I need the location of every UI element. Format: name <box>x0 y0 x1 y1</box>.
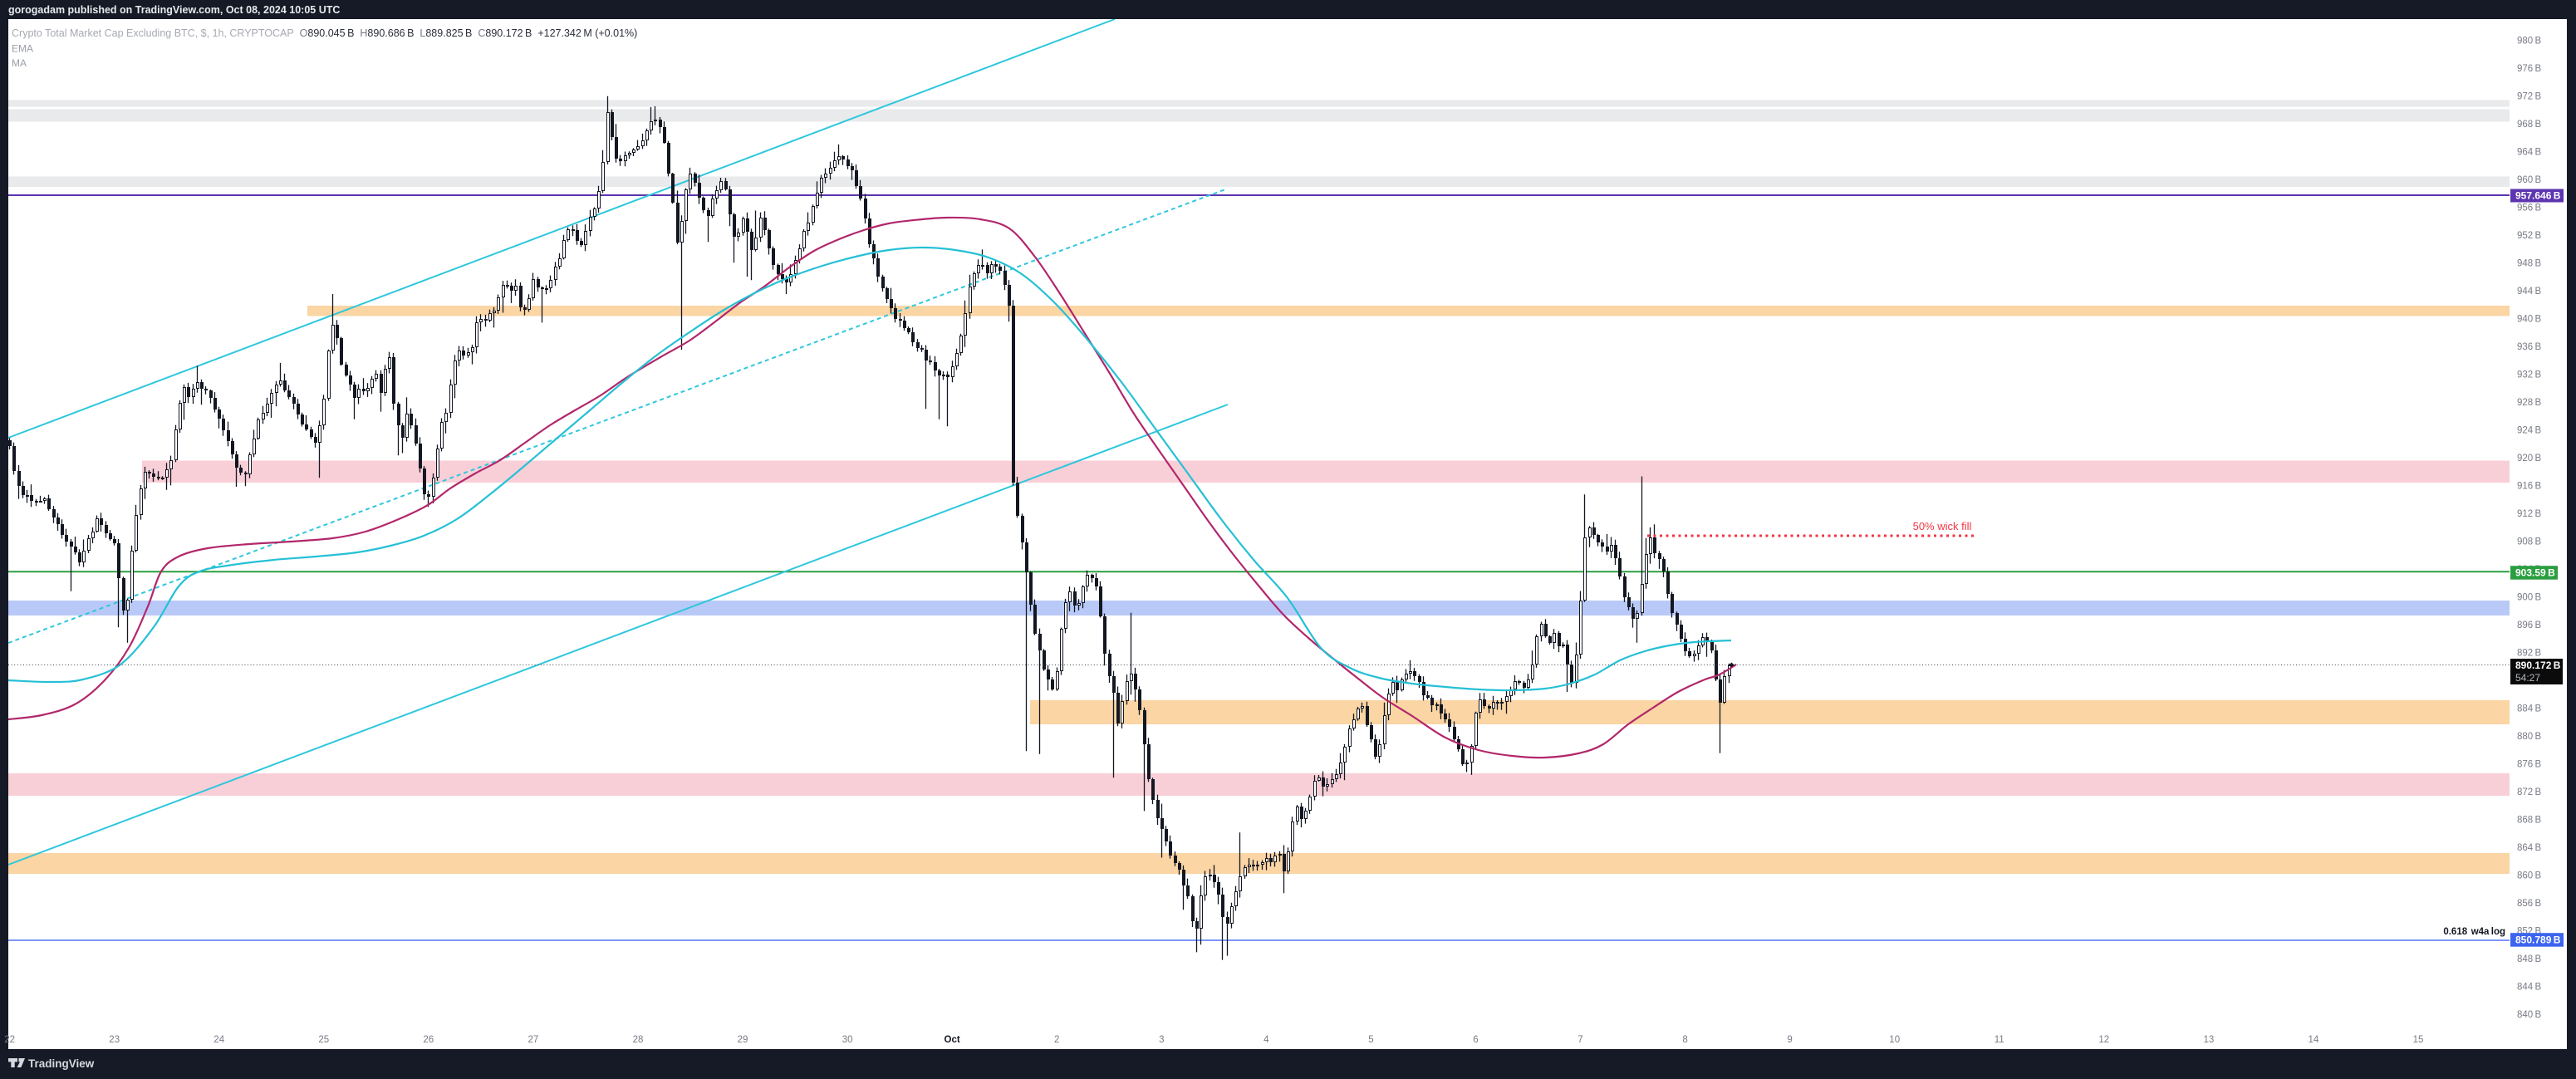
svg-text:14: 14 <box>2309 1035 2319 1045</box>
svg-text:940 B: 940 B <box>2517 314 2541 324</box>
svg-text:920 B: 920 B <box>2517 454 2541 463</box>
svg-text:892 B: 892 B <box>2517 648 2541 658</box>
svg-text:Oct: Oct <box>945 1035 960 1045</box>
svg-text:9: 9 <box>1787 1035 1792 1045</box>
svg-text:3: 3 <box>1159 1035 1164 1045</box>
svg-text:10: 10 <box>1889 1035 1900 1045</box>
svg-text:840 B: 840 B <box>2517 1010 2541 1020</box>
svg-text:22: 22 <box>4 1035 15 1045</box>
svg-text:5: 5 <box>1368 1035 1373 1045</box>
svg-text:900 B: 900 B <box>2517 592 2541 602</box>
svg-text:968 B: 968 B <box>2517 120 2541 130</box>
svg-text:28: 28 <box>633 1035 644 1045</box>
svg-text:26: 26 <box>423 1035 434 1045</box>
svg-text:960 B: 960 B <box>2517 175 2541 185</box>
svg-text:EMA: EMA <box>12 43 33 55</box>
svg-text:980 B: 980 B <box>2517 36 2541 46</box>
svg-text:864 B: 864 B <box>2517 843 2541 853</box>
svg-text:936 B: 936 B <box>2517 342 2541 352</box>
svg-text:903.59 B: 903.59 B <box>2515 567 2555 579</box>
svg-text:29: 29 <box>738 1035 748 1045</box>
svg-text:924 B: 924 B <box>2517 425 2541 435</box>
svg-text:844 B: 844 B <box>2517 982 2541 992</box>
svg-text:54:27: 54:27 <box>2515 672 2540 684</box>
svg-text:7: 7 <box>1577 1035 1582 1045</box>
svg-text:956 B: 956 B <box>2517 203 2541 213</box>
svg-text:957.646 B: 957.646 B <box>2515 190 2561 202</box>
svg-text:912 B: 912 B <box>2517 509 2541 519</box>
svg-text:0.618 w4a log: 0.618 w4a log <box>2443 927 2505 937</box>
svg-text:948 B: 948 B <box>2517 258 2541 268</box>
svg-text:876 B: 876 B <box>2517 759 2541 769</box>
svg-text:872 B: 872 B <box>2517 787 2541 797</box>
svg-text:860 B: 860 B <box>2517 871 2541 880</box>
svg-text:23: 23 <box>109 1035 120 1045</box>
svg-text:908 B: 908 B <box>2517 537 2541 547</box>
svg-text:50% wick fill: 50% wick fill <box>1913 520 1972 532</box>
svg-text:24: 24 <box>213 1035 224 1045</box>
svg-text:952 B: 952 B <box>2517 231 2541 241</box>
svg-text:TradingView: TradingView <box>28 1057 95 1070</box>
svg-text:30: 30 <box>842 1035 853 1045</box>
svg-text:6: 6 <box>1473 1035 1478 1045</box>
svg-text:964 B: 964 B <box>2517 147 2541 157</box>
svg-text:15: 15 <box>2413 1035 2424 1045</box>
svg-text:gorogadam published on Trading: gorogadam published on TradingView.com, … <box>8 4 340 16</box>
svg-text:4: 4 <box>1263 1035 1269 1045</box>
svg-text:2: 2 <box>1054 1035 1059 1045</box>
svg-text:11: 11 <box>1995 1035 2004 1045</box>
svg-text:MA: MA <box>12 57 27 69</box>
svg-text:880 B: 880 B <box>2517 732 2541 742</box>
svg-text:890.172 B: 890.172 B <box>2515 660 2561 671</box>
svg-text:916 B: 916 B <box>2517 481 2541 491</box>
svg-text:976 B: 976 B <box>2517 64 2541 74</box>
svg-text:8: 8 <box>1682 1035 1687 1045</box>
svg-text:928 B: 928 B <box>2517 398 2541 408</box>
svg-text:856 B: 856 B <box>2517 899 2541 909</box>
svg-text:13: 13 <box>2204 1035 2215 1045</box>
svg-text:848 B: 848 B <box>2517 954 2541 964</box>
svg-text:972 B: 972 B <box>2517 91 2541 101</box>
svg-text:12: 12 <box>2098 1035 2109 1045</box>
svg-text:Crypto Total Market Cap Exclud: Crypto Total Market Cap Excluding BTC, $… <box>12 27 637 39</box>
svg-text:868 B: 868 B <box>2517 815 2541 825</box>
svg-text:25: 25 <box>318 1035 329 1045</box>
svg-text:944 B: 944 B <box>2517 287 2541 297</box>
svg-text:932 B: 932 B <box>2517 370 2541 380</box>
svg-text:884 B: 884 B <box>2517 704 2541 714</box>
svg-text:27: 27 <box>528 1035 539 1045</box>
svg-text:850.789 B: 850.789 B <box>2515 934 2561 946</box>
svg-text:896 B: 896 B <box>2517 620 2541 630</box>
